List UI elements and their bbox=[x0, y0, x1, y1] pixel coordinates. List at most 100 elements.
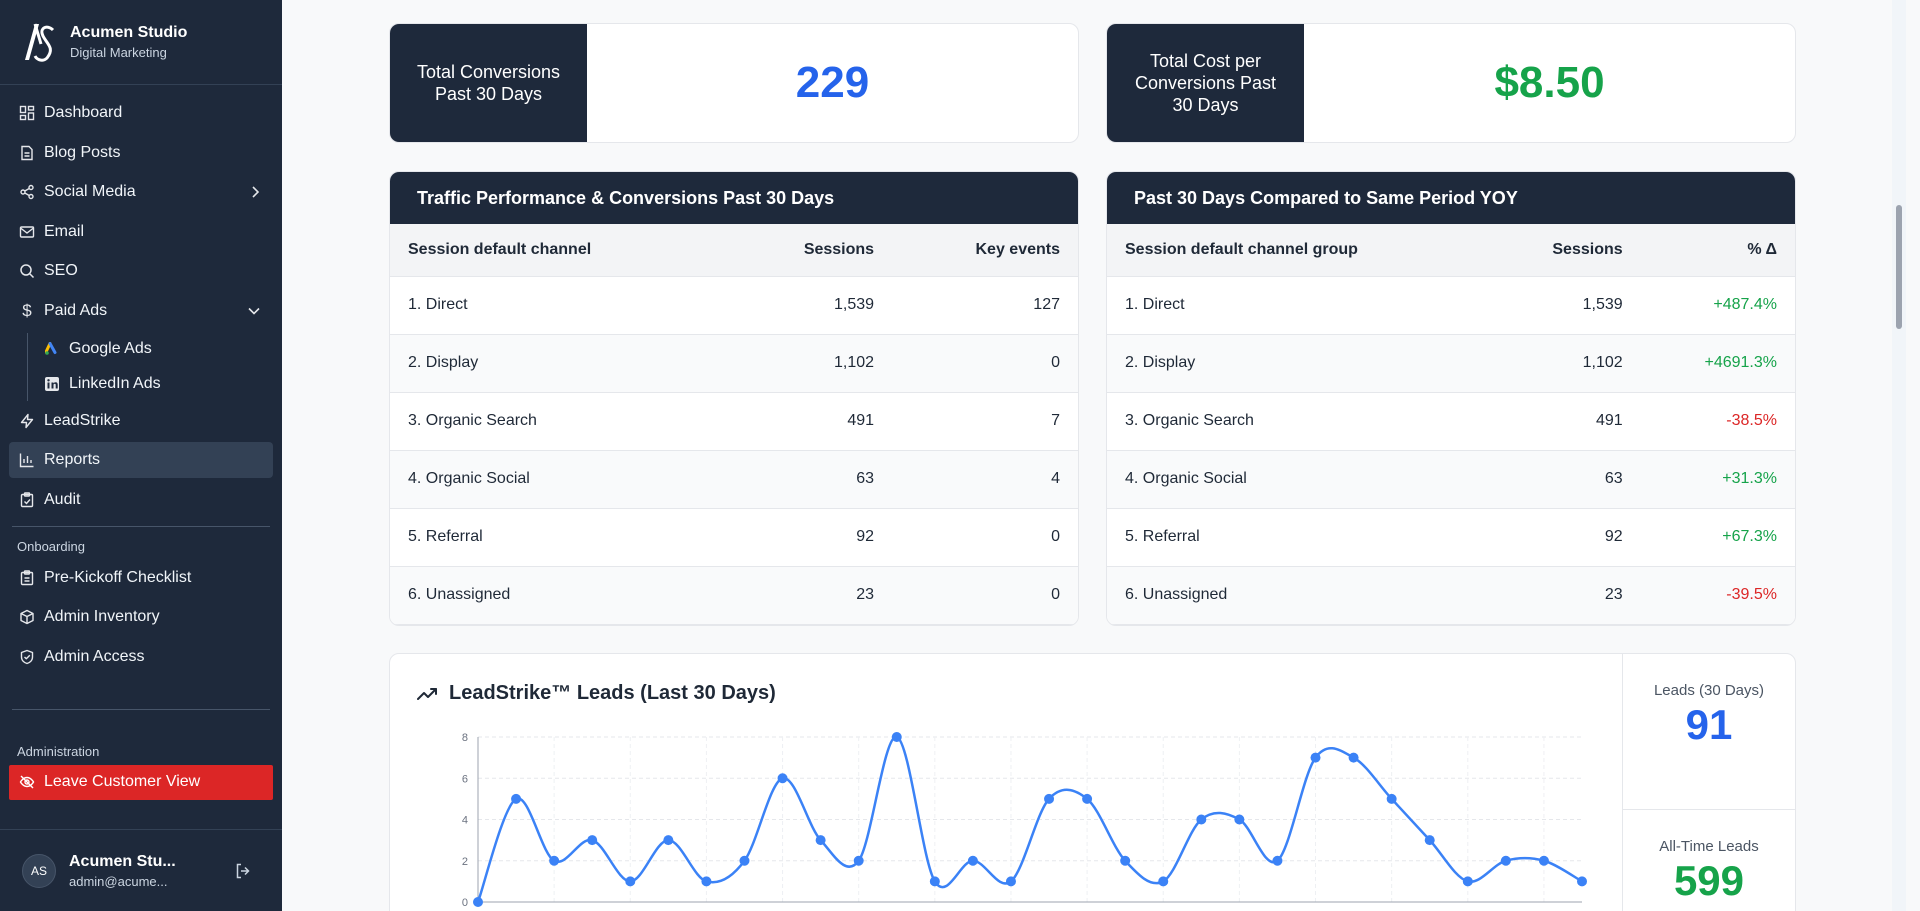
change-cell: +31.3% bbox=[1640, 450, 1795, 509]
key-events-cell: 0 bbox=[892, 566, 1078, 625]
y-tick-label: 4 bbox=[462, 815, 468, 827]
nav-email-label: Email bbox=[44, 222, 85, 240]
change-cell: -39.5% bbox=[1640, 566, 1795, 625]
mail-icon bbox=[19, 224, 35, 240]
logout-icon[interactable] bbox=[234, 862, 252, 885]
channel-cell: 2. Display bbox=[390, 334, 729, 393]
nav-reports[interactable]: Reports bbox=[9, 442, 273, 479]
data-point bbox=[1196, 814, 1207, 825]
sessions-cell: 92 bbox=[728, 508, 893, 567]
data-point bbox=[1044, 793, 1055, 804]
nav-audit[interactable]: Audit bbox=[9, 482, 273, 518]
all-time-leads-kpi: All-Time Leads 599 bbox=[1623, 810, 1795, 905]
user-email: admin@acume... bbox=[69, 873, 168, 889]
vertical-scrollbar[interactable] bbox=[1892, 0, 1906, 911]
nav-leadstrike[interactable]: LeadStrike bbox=[9, 403, 273, 439]
nav-paid-ads[interactable]: $ Paid Ads bbox=[9, 293, 273, 329]
channel-cell: 1. Direct bbox=[1107, 276, 1490, 335]
nav-linkedin-ads-label: LinkedIn Ads bbox=[69, 375, 161, 393]
brand[interactable]: Acumen Studio Digital Marketing bbox=[0, 0, 282, 85]
nav-seo[interactable]: SEO bbox=[9, 253, 273, 289]
data-point bbox=[1348, 752, 1359, 763]
data-point bbox=[739, 855, 750, 866]
scrollbar-thumb[interactable] bbox=[1896, 205, 1902, 329]
clipboard-check-icon bbox=[19, 492, 35, 508]
divider bbox=[12, 525, 270, 527]
total-conversions-card: Total Conversions Past 30 Days 229 bbox=[389, 23, 1079, 143]
channel-cell: 3. Organic Search bbox=[390, 392, 729, 451]
dashboard-icon bbox=[19, 105, 35, 121]
nav-admin-inventory[interactable]: Admin Inventory bbox=[9, 599, 273, 635]
onboarding-nav: Pre-Kickoff Checklist Admin Inventory Ad… bbox=[0, 560, 282, 675]
channel-cell: 2. Display bbox=[1107, 334, 1490, 393]
traffic-table: Session default channel Sessions Key eve… bbox=[390, 224, 1078, 625]
yoy-comparison-title: Past 30 Days Compared to Same Period YOY bbox=[1107, 172, 1795, 224]
nav-google-ads[interactable]: Google Ads bbox=[36, 333, 273, 366]
column-header: Session default channel bbox=[390, 224, 729, 277]
cost-per-conversion-label: Total Cost per Conversions Past 30 Days bbox=[1107, 24, 1304, 142]
user-profile[interactable]: AS Acumen Stu... admin@acume... bbox=[0, 829, 282, 911]
brand-logo-icon bbox=[18, 19, 58, 65]
channel-cell: 5. Referral bbox=[390, 508, 729, 567]
y-tick-label: 8 bbox=[462, 732, 468, 744]
nav-admin-access[interactable]: Admin Access bbox=[9, 639, 273, 675]
sessions-cell: 23 bbox=[728, 566, 893, 625]
nav-email[interactable]: Email bbox=[9, 214, 273, 250]
key-events-cell: 4 bbox=[892, 450, 1078, 509]
trending-up-icon bbox=[417, 686, 439, 702]
data-point bbox=[815, 835, 826, 846]
table-row: 2. Display 1,102 0 bbox=[390, 334, 1078, 393]
column-header: Session default channel group bbox=[1107, 224, 1490, 277]
main-content: Total Conversions Past 30 Days 229 Total… bbox=[282, 0, 1906, 911]
leadstrike-leads-title: LeadStrike™ Leads (Last 30 Days) bbox=[417, 682, 776, 705]
data-point bbox=[549, 855, 560, 866]
channel-cell: 3. Organic Search bbox=[1107, 392, 1490, 451]
nav-reports-label: Reports bbox=[44, 451, 101, 469]
nav-blog-posts[interactable]: Blog Posts bbox=[9, 135, 273, 171]
nav-paid-ads-label: Paid Ads bbox=[44, 301, 108, 319]
column-header: Key events bbox=[892, 224, 1078, 277]
y-tick-label: 0 bbox=[462, 897, 468, 909]
data-point bbox=[1005, 876, 1016, 887]
data-point bbox=[1386, 793, 1397, 804]
series-line bbox=[476, 735, 1583, 903]
nav-pre-kickoff-checklist[interactable]: Pre-Kickoff Checklist bbox=[9, 560, 273, 596]
data-point bbox=[1120, 855, 1131, 866]
chevron-right-icon bbox=[249, 185, 261, 204]
column-header: Sessions bbox=[728, 224, 893, 277]
data-point bbox=[701, 876, 712, 887]
nav-linkedin-ads[interactable]: LinkedIn Ads bbox=[36, 368, 273, 401]
channel-cell: 5. Referral bbox=[1107, 508, 1490, 567]
cost-per-conversion-card: Total Cost per Conversions Past 30 Days … bbox=[1106, 23, 1796, 143]
avatar: AS bbox=[22, 853, 56, 888]
main-nav: Dashboard Blog Posts Social Media Email … bbox=[0, 85, 282, 518]
data-point bbox=[1234, 814, 1245, 825]
nav-google-ads-label: Google Ads bbox=[69, 340, 152, 358]
nav-dashboard-label: Dashboard bbox=[44, 104, 123, 121]
leads-line-chart: 0 2 4 6 8 bbox=[462, 732, 1587, 909]
sessions-cell: 63 bbox=[728, 450, 893, 509]
sidebar: Acumen Studio Digital Marketing Dashboar… bbox=[0, 0, 282, 911]
brand-name: Acumen Studio bbox=[70, 24, 188, 41]
leave-customer-view-button[interactable]: Leave Customer View bbox=[9, 764, 273, 800]
nav-dashboard[interactable]: Dashboard bbox=[9, 95, 273, 131]
traffic-performance-card: Traffic Performance & Conversions Past 3… bbox=[389, 171, 1079, 626]
brand-subtitle: Digital Marketing bbox=[70, 45, 167, 60]
key-events-cell: 0 bbox=[892, 508, 1078, 567]
table-row: 5. Referral 92 0 bbox=[390, 508, 1078, 567]
traffic-performance-title: Traffic Performance & Conversions Past 3… bbox=[390, 172, 1078, 224]
divider bbox=[12, 708, 270, 710]
nav-social-media[interactable]: Social Media bbox=[9, 174, 273, 210]
cost-per-conversion-value: $8.50 bbox=[1494, 58, 1605, 107]
sessions-cell: 63 bbox=[1489, 450, 1641, 509]
lightning-icon bbox=[19, 413, 35, 429]
channel-cell: 4. Organic Social bbox=[1107, 450, 1490, 509]
administration-section-label: Administration bbox=[17, 743, 100, 759]
nav-admin-inventory-label: Admin Inventory bbox=[44, 608, 160, 626]
table-row: 1. Direct 1,539 +487.4% bbox=[1107, 276, 1795, 335]
y-tick-label: 2 bbox=[462, 856, 468, 868]
channel-cell: 4. Organic Social bbox=[390, 450, 729, 509]
data-point bbox=[587, 835, 598, 846]
channel-cell: 1. Direct bbox=[390, 276, 729, 335]
column-header: Sessions bbox=[1489, 224, 1641, 277]
